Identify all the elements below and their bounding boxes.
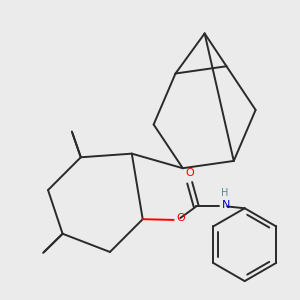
Text: N: N [222, 200, 230, 210]
Text: H: H [220, 188, 228, 198]
Text: O: O [185, 168, 194, 178]
Text: O: O [177, 213, 185, 223]
